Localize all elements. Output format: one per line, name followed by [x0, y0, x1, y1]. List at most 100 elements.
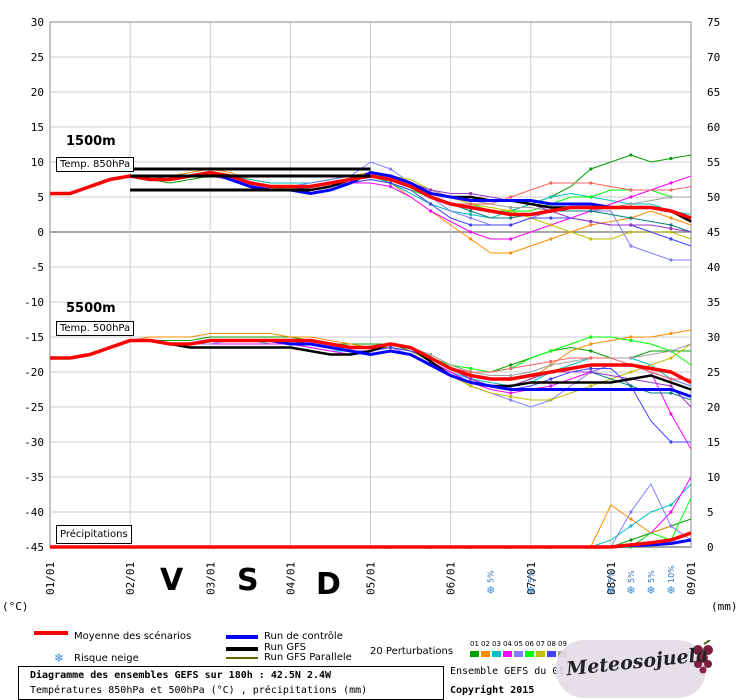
t850-member-point: [589, 219, 593, 224]
perturbation-swatch: [536, 651, 545, 657]
precip-member-point: [629, 517, 633, 521]
t850-member-point: [509, 209, 513, 213]
t500-member-point: [469, 366, 473, 371]
precip-member-point: [669, 503, 673, 507]
x-tick-label: 07/01: [525, 562, 538, 595]
legend-gfs-swatch: [226, 647, 258, 651]
grapes-icon: [690, 639, 718, 674]
t500-member-point: [549, 359, 553, 364]
t850-member-point: [669, 226, 673, 231]
t850-member-point: [428, 188, 433, 192]
snow-risk-pct: 5%: [647, 570, 656, 583]
t850-member-point: [589, 181, 593, 185]
right-tick-label: 75: [707, 16, 720, 29]
t500-member-point: [589, 370, 593, 374]
x-tick-label: 05/01: [365, 562, 378, 595]
precip-member-point: [669, 524, 673, 528]
t850-member-point: [669, 188, 673, 192]
t850-member-point: [428, 202, 433, 206]
watermark-cloud: [556, 640, 706, 698]
precip-member-point: [629, 538, 633, 542]
precip-member-point: [669, 510, 673, 514]
snowflake-icon: ❄: [626, 584, 635, 597]
t500-member-point: [549, 384, 553, 388]
legend-gfs-label: Run GFS: [264, 642, 307, 653]
t500-member-point: [669, 331, 673, 336]
left-tick-label: -40: [24, 506, 44, 519]
t850-member-point: [469, 216, 473, 220]
perturbation-swatch: [525, 651, 534, 657]
t850-member-point: [509, 251, 513, 255]
t500-mean-line: [50, 338, 692, 385]
right-tick-label: 5: [707, 506, 714, 519]
t500-member-point: [469, 384, 473, 388]
t850-member-point: [509, 216, 513, 220]
snowflake-icon: ❄: [666, 584, 675, 597]
t500-member-point: [629, 356, 633, 360]
left-tick-label: 10: [31, 156, 44, 169]
x-tick-label: 04/01: [284, 562, 297, 595]
t500-member-point: [388, 345, 393, 350]
left-tick-label: -15: [24, 331, 44, 344]
day-label-v: V: [160, 563, 184, 598]
t500-member-point: [589, 349, 593, 353]
t500-member-point: [669, 440, 673, 444]
t850-member-point: [669, 216, 673, 220]
t850-member-point: [509, 195, 513, 199]
t850-member-point: [469, 223, 473, 227]
right-tick-label: 60: [707, 121, 720, 134]
left-tick-label: -20: [24, 366, 44, 379]
t500-member-point: [589, 366, 593, 371]
legend-mean-swatch: [34, 631, 68, 635]
x-tick-label: 08/01: [605, 562, 618, 595]
t500-member-point: [509, 394, 513, 399]
day-label-d: D: [316, 567, 341, 602]
t850-member-point: [629, 216, 633, 220]
left-tick-label: -30: [24, 436, 44, 449]
perturbation-swatch: [514, 651, 523, 657]
t850-member-point: [469, 237, 473, 241]
perturbation-id: 05: [514, 640, 523, 648]
snowflake-icon: ❄: [54, 651, 65, 665]
right-tick-label: 70: [707, 51, 720, 64]
left-tick-label: 20: [31, 86, 44, 99]
snowflake-icon: ❄: [526, 584, 535, 597]
perturbation-id: 08: [547, 640, 556, 648]
t850-member-point: [549, 223, 553, 227]
legend-mean-label: Moyenne des scénarios: [74, 631, 192, 642]
t500-member-point: [669, 384, 673, 388]
level-1500-label: 1500m: [66, 134, 116, 149]
perturbation-id: 02: [481, 640, 490, 648]
t850-member-point: [629, 202, 633, 206]
t850-member-point: [549, 195, 553, 199]
t850-member-point: [669, 223, 673, 227]
t850-member-point: [589, 167, 593, 171]
t850-member-point: [428, 209, 433, 213]
t500-member-point: [669, 391, 673, 395]
t500-member-point: [589, 342, 593, 346]
t500-member-point: [549, 398, 553, 402]
footer-title: Diagramme des ensembles GEFS sur 180h : …: [30, 670, 332, 681]
t850-member-point: [469, 230, 473, 234]
right-tick-label: 65: [707, 86, 720, 99]
t850-member-point: [549, 216, 553, 220]
t850-member-point: [469, 202, 473, 206]
t500-member-point: [509, 366, 513, 371]
t850-member-point: [669, 195, 673, 199]
right-tick-label: 40: [707, 261, 720, 274]
snow-risk-pct: 5%: [487, 570, 496, 583]
x-tick-label: 06/01: [445, 562, 458, 595]
perturbation-swatch: [547, 651, 556, 657]
t500-member-point: [589, 384, 593, 388]
x-tick-label: 01/01: [44, 562, 57, 595]
t850-member-point: [509, 223, 513, 227]
precip-member-point: [629, 524, 633, 528]
t850-member-point: [669, 258, 673, 262]
perturbation-id: 07: [536, 640, 545, 648]
t850-member-point: [589, 223, 593, 227]
right-tick-label: 0: [707, 541, 714, 554]
left-tick-label: 5: [37, 191, 44, 204]
t500-member-point: [428, 352, 433, 357]
snow-risk-pct: 5%: [607, 570, 616, 583]
t850-member-point: [549, 237, 553, 241]
